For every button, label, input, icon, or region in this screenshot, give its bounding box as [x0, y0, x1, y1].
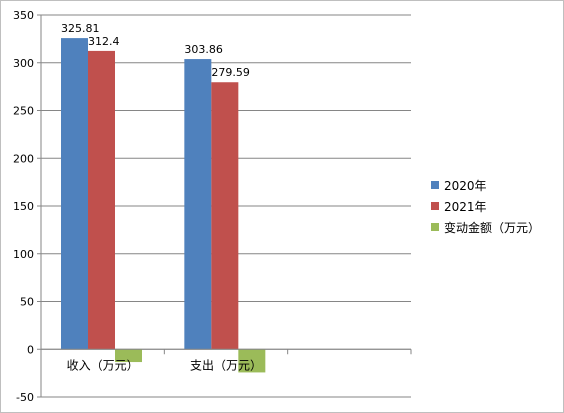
y-tick-label: 250: [13, 105, 34, 118]
y-tick-label: 100: [13, 248, 34, 261]
legend-label: 变动金额（万元）: [444, 220, 540, 235]
y-tick-label: -50: [16, 391, 34, 404]
legend-swatch: [431, 181, 439, 189]
y-tick-label: 0: [27, 343, 34, 356]
bar-2-1: [88, 50, 115, 350]
y-tick-label: 150: [13, 200, 34, 213]
y-tick-label: 350: [13, 9, 34, 22]
data-label: 312.4: [88, 35, 120, 48]
y-tick-label: 50: [20, 296, 34, 309]
category-label: 支出（万元）: [190, 358, 262, 372]
legend-label: 2020年: [444, 179, 487, 193]
y-tick-label: 200: [13, 152, 34, 165]
bar-3-2: [238, 349, 266, 373]
data-label: 325.81: [61, 22, 100, 35]
legend-label: 2021年: [444, 200, 487, 214]
y-tick-label: 300: [13, 57, 34, 70]
bar-1-2: [184, 59, 212, 350]
bar-1-1: [61, 38, 88, 350]
legend-swatch: [431, 223, 439, 231]
data-label: 303.86: [184, 43, 223, 56]
category-label: 收入（万元）: [67, 358, 139, 372]
bar-3-1: [115, 349, 142, 363]
legend-swatch: [431, 202, 439, 210]
data-label: 279.59: [211, 66, 250, 79]
bar-2-2: [211, 82, 239, 350]
